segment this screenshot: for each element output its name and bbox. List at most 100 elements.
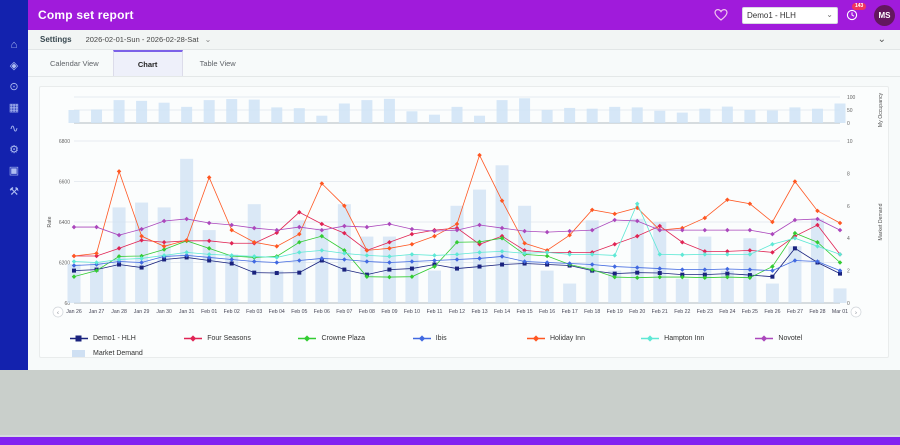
occupancy-bar — [834, 103, 846, 123]
chart-card: 100 50 0 My Occupancy 6800 6600 6400 6200 60 10 8 6… — [39, 86, 889, 358]
tools-icon[interactable]: ⚒ — [9, 186, 19, 198]
occupancy-bar — [293, 108, 305, 123]
market-demand-bar — [788, 246, 802, 303]
occupancy-bar — [338, 103, 350, 123]
signal-icon[interactable]: ⊙ — [9, 81, 19, 93]
settings-label: Settings — [40, 35, 72, 44]
occupancy-mini-chart: 100 50 0 My Occupancy — [68, 92, 884, 127]
legend-item-holiday-inn[interactable]: Holiday Inn — [526, 334, 641, 343]
left-nav-sidebar: ⌂ ◈ ⊙ ▦ ∿ ⚙ ▣ ⚒ — [0, 0, 28, 370]
market-demand-bar — [225, 254, 239, 303]
legend-item-market-demand[interactable]: Market Demand — [70, 349, 143, 358]
svg-text:2: 2 — [847, 269, 850, 275]
date-range-picker[interactable]: 2026-02-01-Sun - 2026-02-28-Sat ⌄ — [86, 35, 212, 44]
occupancy-bar — [68, 110, 80, 123]
occupancy-bar — [248, 99, 260, 123]
chart-pan-right-button[interactable]: › — [850, 306, 862, 318]
svg-text:Feb 08: Feb 08 — [359, 309, 375, 315]
market-demand-bar — [675, 278, 689, 303]
market-demand-bar — [608, 270, 622, 303]
occupancy-bar — [383, 98, 395, 123]
market-demand-bar — [720, 270, 734, 303]
gem-icon[interactable]: ◈ — [9, 60, 19, 72]
occupancy-bar — [564, 107, 576, 123]
occupancy-bar — [676, 112, 688, 123]
svg-text:Feb 05: Feb 05 — [291, 309, 307, 315]
chart-legend: Demo1 - HLH Four Seasons Crowne Plaza Ibis H… — [70, 334, 870, 364]
svg-text:Feb 06: Feb 06 — [314, 309, 330, 315]
occupancy-bar — [631, 107, 643, 123]
legend-item-crowne-plaza[interactable]: Crowne Plaza — [298, 334, 412, 343]
svg-text:Jan 27: Jan 27 — [89, 309, 105, 315]
table-icon[interactable]: ▦ — [8, 102, 20, 114]
chart-pan-left-button[interactable]: ‹ — [52, 306, 64, 318]
occupancy-bar — [586, 108, 598, 123]
legend-label: Market Demand — [93, 350, 143, 357]
legend-item-novotel[interactable]: Novotel — [755, 334, 869, 343]
top-app-bar: Comp set report Demo1 - HLH ⌄ 143 MS — [0, 0, 900, 30]
tab-chart[interactable]: Chart — [112, 50, 183, 76]
main-panel: Settings 2026-02-01-Sun - 2026-02-28-Sat… — [28, 30, 900, 370]
market-demand-bar — [315, 228, 329, 303]
occupancy-bar — [474, 115, 486, 123]
page-title: Comp set report — [38, 8, 134, 22]
promo-heart-icon[interactable] — [714, 8, 728, 22]
tab-table-view[interactable]: Table View — [199, 58, 236, 68]
svg-text:0: 0 — [847, 121, 850, 127]
home-icon[interactable]: ⌂ — [10, 39, 18, 51]
settings-icon[interactable]: ⚙ — [9, 144, 19, 156]
legend-item-four-seasons[interactable]: Four Seasons — [184, 334, 298, 343]
view-tabs: Calendar View Chart Table View — [28, 50, 900, 77]
property-selector-dropdown[interactable]: Demo1 - HLH ⌄ — [742, 6, 838, 24]
svg-text:‹: ‹ — [57, 309, 59, 316]
occupancy-bar — [541, 110, 553, 123]
legend-item-hampton-inn[interactable]: Hampton Inn — [641, 334, 755, 343]
chevron-down-icon: ⌄ — [826, 10, 833, 19]
market-demand-bar — [427, 270, 441, 303]
svg-text:Feb 14: Feb 14 — [494, 309, 510, 315]
occupancy-bar — [428, 114, 440, 123]
legend-label: Novotel — [778, 335, 803, 342]
svg-text:60: 60 — [64, 301, 70, 307]
legend-label: Holiday Inn — [549, 335, 585, 342]
legend-item-demo1-hlh[interactable]: Demo1 - HLH — [70, 334, 184, 343]
svg-text:Feb 21: Feb 21 — [652, 309, 668, 315]
property-selector-value: Demo1 - HLH — [747, 10, 796, 20]
svg-text:6600: 6600 — [59, 180, 70, 186]
market-demand-bar — [67, 264, 81, 303]
svg-text:Feb 25: Feb 25 — [742, 309, 758, 315]
svg-text:Jan 30: Jan 30 — [156, 309, 172, 315]
market-demand-bar — [135, 202, 149, 303]
svg-text:Feb 11: Feb 11 — [427, 309, 443, 315]
trend-icon[interactable]: ∿ — [9, 123, 19, 135]
svg-text:Feb 17: Feb 17 — [562, 309, 578, 315]
occupancy-bar — [496, 100, 508, 123]
occupancy-bar — [91, 109, 103, 123]
svg-text:Jan 28: Jan 28 — [111, 309, 127, 315]
occupancy-bar — [699, 108, 711, 123]
collapse-panel-chevron-icon[interactable]: ⌄ — [877, 34, 886, 45]
legend-item-ibis[interactable]: Ibis — [412, 334, 527, 343]
svg-text:Feb 18: Feb 18 — [584, 309, 600, 315]
svg-text:Feb 19: Feb 19 — [607, 309, 623, 315]
occupancy-bar — [271, 107, 283, 123]
svg-text:Feb 23: Feb 23 — [697, 309, 713, 315]
svg-text:Feb 24: Feb 24 — [719, 309, 735, 315]
occupancy-bar — [609, 106, 621, 123]
svg-text:Feb 07: Feb 07 — [336, 309, 352, 315]
occupancy-bar — [654, 110, 666, 123]
history-clock-icon[interactable]: 143 — [846, 3, 867, 22]
svg-text:Rate: Rate — [47, 216, 53, 227]
user-avatar[interactable]: MS — [874, 4, 895, 26]
main-chart-axes: 6800 6600 6400 6200 60 10 8 6 4 2 0 Rate Market Dema… — [47, 139, 884, 307]
svg-text:6200: 6200 — [59, 261, 70, 267]
svg-text:Jan 31: Jan 31 — [179, 309, 195, 315]
legend-label: Four Seasons — [207, 335, 251, 342]
svg-text:8: 8 — [847, 171, 850, 177]
market-demand-bar — [765, 283, 779, 303]
snapshot-icon[interactable]: ▣ — [8, 165, 20, 177]
tab-calendar-view[interactable]: Calendar View — [50, 58, 99, 68]
occupancy-bar — [181, 106, 193, 123]
occupancy-bar — [519, 98, 531, 123]
svg-text:Feb 01: Feb 01 — [201, 309, 217, 315]
